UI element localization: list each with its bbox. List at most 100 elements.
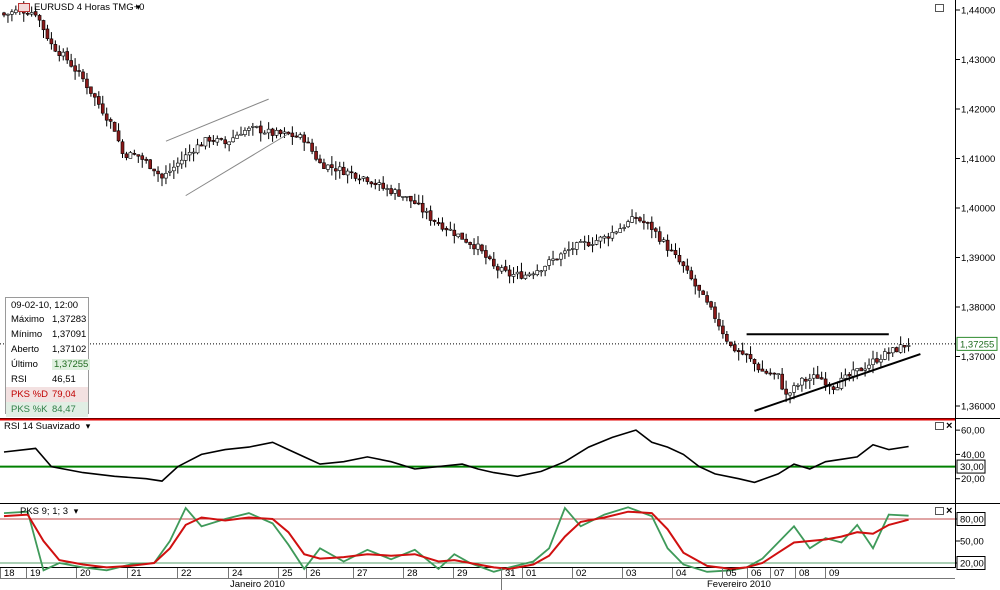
candle-body	[511, 274, 516, 277]
candle-body	[116, 130, 121, 142]
candle-body	[172, 166, 176, 172]
candle	[879, 354, 883, 367]
candle-body	[219, 138, 224, 140]
rsi-line	[3, 429, 909, 484]
candle-body	[480, 244, 484, 252]
candle	[306, 137, 310, 144]
candle-body	[322, 162, 326, 169]
candle	[160, 172, 164, 187]
candle	[227, 141, 231, 152]
pks-panel-title[interactable]: PKS 9; 1; 3	[20, 506, 69, 517]
candle-body	[2, 12, 6, 16]
candle-body	[875, 358, 879, 363]
maximize-icon[interactable]	[935, 4, 944, 12]
candle	[409, 195, 413, 209]
candle	[574, 241, 579, 256]
candle	[152, 168, 156, 177]
day-label: 08	[799, 568, 810, 579]
close-icon[interactable]: ×	[946, 420, 953, 432]
candle-body	[168, 170, 172, 173]
candle-body	[503, 266, 508, 271]
candle	[203, 137, 208, 150]
candle-body	[333, 168, 338, 172]
candle	[97, 91, 101, 109]
candle-body	[393, 189, 397, 194]
candle-body	[472, 244, 476, 250]
candle	[116, 123, 121, 143]
candle	[875, 351, 879, 365]
candle-body	[898, 344, 903, 353]
candle	[444, 226, 449, 237]
close-icon[interactable]: ×	[946, 505, 953, 517]
rsi-panel-title[interactable]: RSI 14 Suavizado	[4, 421, 81, 432]
day-label: 21	[131, 568, 142, 579]
candle-body	[29, 12, 34, 15]
candle	[902, 345, 907, 354]
candle	[41, 19, 46, 38]
chevron-down-icon[interactable]: ▾	[85, 421, 91, 431]
candle	[136, 154, 141, 163]
candle	[598, 235, 603, 249]
candle	[397, 183, 401, 197]
candle	[776, 373, 781, 380]
candle	[519, 262, 524, 280]
day-label: 02	[576, 568, 587, 579]
candle-body	[286, 131, 291, 135]
candle	[440, 217, 445, 232]
candle-body	[559, 253, 563, 260]
candle	[843, 368, 848, 387]
candle	[2, 11, 6, 18]
candle	[535, 264, 540, 277]
candle-body	[507, 269, 512, 277]
candle-body	[527, 273, 532, 276]
day-label: 06	[751, 568, 762, 579]
info-value: 1,37283	[52, 314, 87, 325]
chevron-down-icon[interactable]: ▾	[136, 2, 141, 12]
candle	[464, 233, 468, 244]
candle	[819, 371, 824, 380]
candle-body	[902, 345, 907, 348]
candle-body	[515, 271, 520, 275]
candle	[266, 122, 271, 140]
candle-body	[266, 128, 271, 134]
day-label: 24	[232, 568, 243, 579]
candle	[906, 338, 911, 352]
candle	[649, 216, 654, 239]
candle-body	[401, 196, 405, 198]
candle	[523, 271, 528, 280]
candle	[416, 194, 421, 206]
candle	[772, 372, 777, 380]
candle	[665, 234, 670, 257]
maximize-icon[interactable]	[935, 507, 944, 515]
candle	[6, 13, 10, 23]
candle-body	[440, 222, 445, 230]
candle	[337, 161, 342, 179]
candle	[669, 243, 674, 252]
candle	[104, 107, 109, 127]
candle-body	[298, 134, 303, 138]
candle	[614, 230, 619, 235]
candle-body	[484, 250, 488, 258]
price-tick-label: 1,38000	[961, 303, 995, 314]
chevron-down-icon[interactable]: ▾	[73, 506, 79, 516]
candle	[717, 312, 721, 331]
candle-body	[195, 144, 200, 154]
candle	[231, 129, 235, 143]
price-tick-label: 1,39000	[961, 253, 995, 264]
candle	[349, 165, 354, 179]
candle-body	[555, 258, 559, 261]
pks-panel-header: PKS 9; 1; 3 ▾	[20, 506, 79, 517]
maximize-icon[interactable]	[935, 422, 944, 430]
candle-body	[764, 370, 769, 374]
candle-body	[839, 377, 844, 389]
chart-title[interactable]: EURUSD 4 Horas TMG+0	[34, 2, 145, 13]
candle-body	[744, 353, 749, 356]
candle-body	[705, 295, 709, 303]
candle-body	[661, 239, 666, 242]
candle	[144, 156, 148, 164]
day-label: 09	[829, 568, 840, 579]
candle-body	[543, 265, 547, 272]
pks-tick-label: 50,00	[960, 537, 984, 548]
pks-level-badge	[956, 556, 986, 570]
